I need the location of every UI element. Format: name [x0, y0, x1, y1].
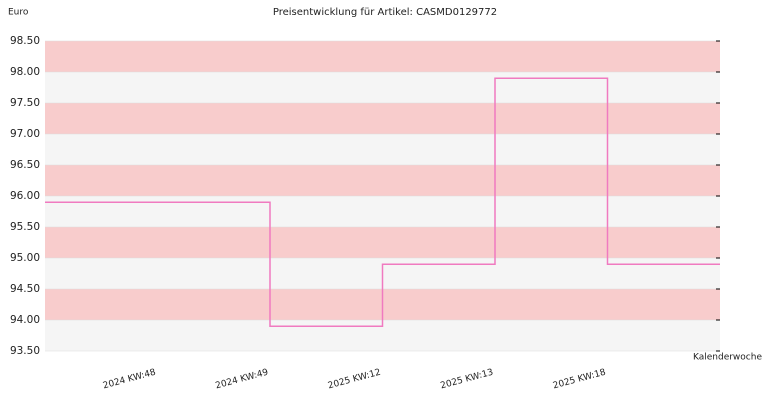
- grid-band: [45, 41, 720, 72]
- y-tick-label: 97.50: [10, 97, 40, 109]
- x-tick-label: 2025 KW:13: [439, 368, 494, 392]
- y-tick-label: 98.50: [10, 35, 40, 47]
- y-tick-label: 96.00: [10, 190, 40, 202]
- y-tick-label: 98.00: [10, 66, 40, 78]
- x-axis-label: Kalenderwoche: [693, 353, 762, 363]
- grid-band: [45, 227, 720, 258]
- grid-band: [45, 196, 720, 227]
- y-tick-label: 94.00: [10, 314, 40, 326]
- y-tick-label: 95.50: [10, 221, 40, 233]
- price-line: [45, 77, 720, 327]
- y-tick-label: 95.00: [10, 252, 40, 264]
- grid-band: [45, 165, 720, 196]
- y-tick-label: 94.50: [10, 283, 40, 295]
- x-tick-label: 2024 KW:48: [102, 368, 157, 392]
- y-tick-label: 97.00: [10, 128, 40, 140]
- x-tick-label: 2025 KW:12: [327, 368, 382, 392]
- chart-title: Preisentwicklung für Artikel: CASMD01297…: [273, 7, 497, 18]
- grid-band: [45, 72, 720, 103]
- grid-band: [45, 103, 720, 134]
- y-tick-label: 93.50: [10, 345, 40, 357]
- x-tick-label: 2024 KW:49: [214, 368, 269, 392]
- y-axis-label: Euro: [8, 8, 29, 18]
- y-tick-label: 96.50: [10, 159, 40, 171]
- grid-band: [45, 134, 720, 165]
- x-tick-label: 2025 KW:18: [552, 368, 607, 392]
